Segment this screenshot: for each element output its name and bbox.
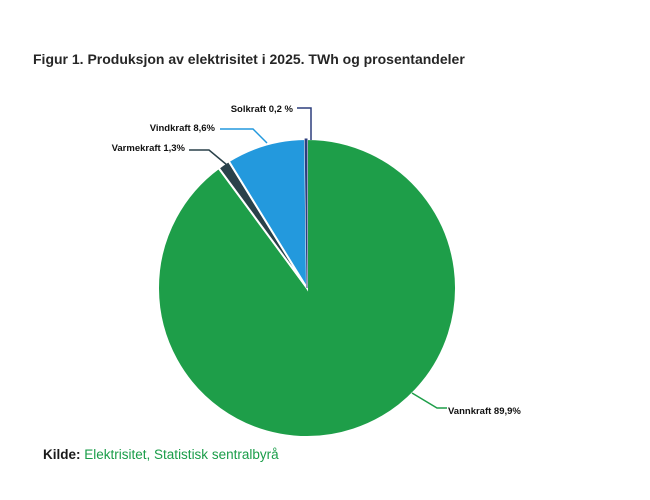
leader-line-varmekraft (189, 149, 228, 166)
chart-title: Figur 1. Produksjon av elektrisitet i 20… (33, 51, 465, 67)
pie-slice-solkraft[interactable] (304, 138, 308, 289)
source-prefix: Kilde: (43, 447, 81, 462)
leader-line-solkraft (297, 107, 312, 140)
slice-label-solkraft: Solkraft 0,2 % (230, 104, 293, 115)
source-link[interactable]: Elektrisitet, Statistisk sentralbyrå (84, 447, 279, 462)
leader-line-vannkraft (411, 392, 447, 409)
slice-label-vannkraft: Vannkraft 89,9% (448, 406, 521, 417)
slice-label-vindkraft: Vindkraft 8,6% (149, 123, 215, 134)
source-line: Kilde: Elektrisitet, Statistisk sentralb… (43, 447, 279, 462)
slice-label-varmekraft: Varmekraft 1,3% (111, 143, 185, 154)
leader-line-vindkraft (220, 128, 268, 144)
